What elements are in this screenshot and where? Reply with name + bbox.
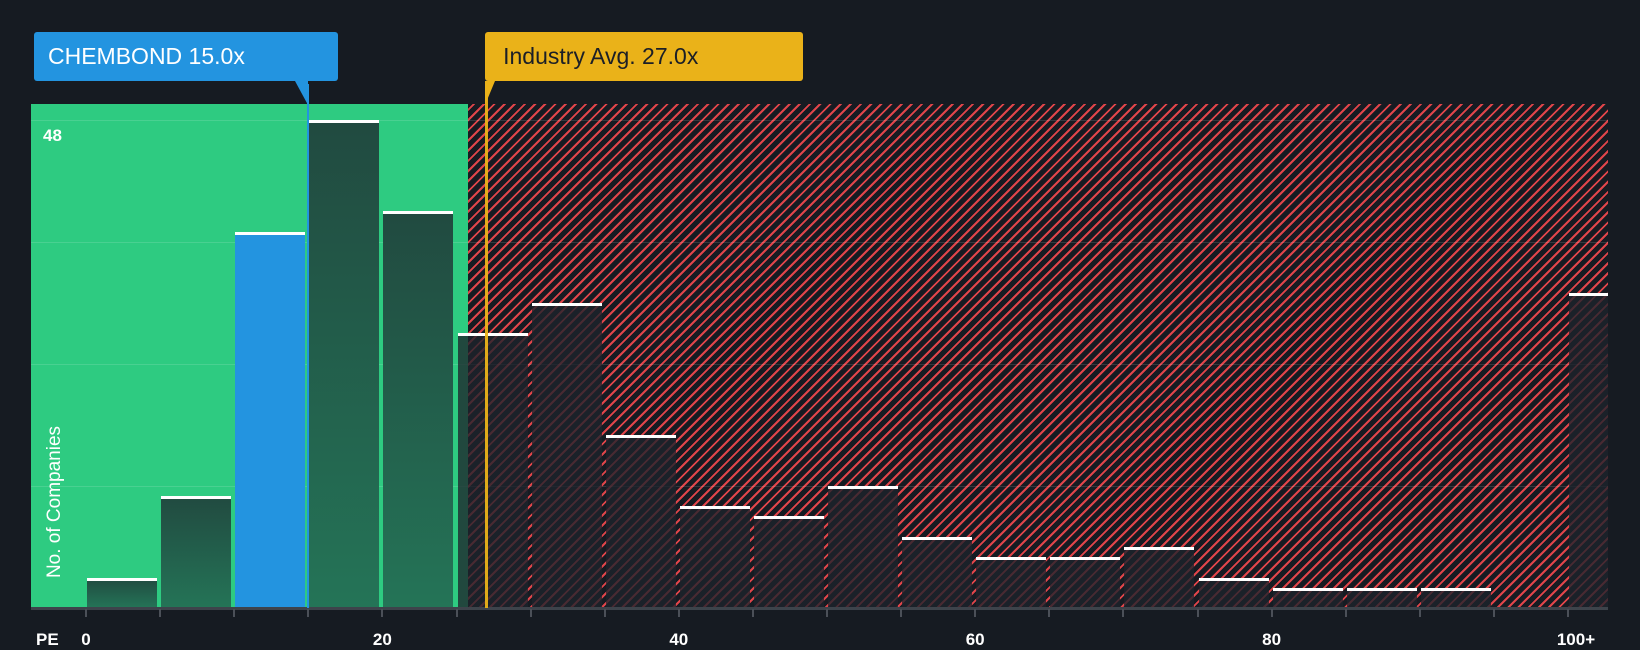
x-tick xyxy=(677,609,680,617)
histogram-bar[interactable] xyxy=(1569,292,1608,608)
histogram-bar[interactable] xyxy=(1272,587,1343,608)
x-tick xyxy=(455,609,458,617)
histogram-bar[interactable] xyxy=(1124,546,1195,608)
histogram-bar[interactable] xyxy=(161,496,232,608)
industry-callout-label: Industry Avg. 27.0x xyxy=(503,43,699,69)
x-tick xyxy=(159,609,162,617)
x-tick xyxy=(529,609,532,617)
x-tick-label: 100+ xyxy=(1556,630,1596,649)
x-tick-label: 80 xyxy=(1262,630,1282,649)
bar-cap xyxy=(1198,577,1269,581)
x-tick xyxy=(1567,609,1569,617)
histogram-bar[interactable] xyxy=(457,333,528,608)
company-callout-label: CHEMBOND 15.0x xyxy=(48,43,245,69)
bar-cap xyxy=(309,119,380,123)
y-axis-title: No. of Companies xyxy=(44,425,65,579)
bar-cap xyxy=(1272,587,1343,591)
bar-cap xyxy=(531,302,602,306)
bar-cap xyxy=(1124,546,1195,550)
bar-cap xyxy=(605,435,676,439)
bar-cap xyxy=(1420,587,1491,591)
company-pe-marker xyxy=(307,84,310,608)
x-tick xyxy=(307,609,310,617)
histogram-bar[interactable] xyxy=(679,506,750,608)
x-tick xyxy=(1418,609,1421,617)
histogram-bar[interactable] xyxy=(531,302,602,608)
histogram-bar[interactable] xyxy=(1198,577,1269,608)
bar-cap xyxy=(679,506,750,510)
plot-area xyxy=(31,104,1608,608)
x-tick xyxy=(751,609,754,617)
histogram-bar[interactable] xyxy=(1050,557,1121,608)
histogram-bar[interactable] xyxy=(753,516,824,608)
bar-cap xyxy=(1050,557,1121,561)
gridline xyxy=(31,485,1608,487)
histogram-bar[interactable] xyxy=(235,231,306,608)
bar-cap xyxy=(902,536,973,540)
x-tick xyxy=(85,609,87,617)
gridline xyxy=(31,363,1608,365)
x-tick xyxy=(381,609,384,617)
bar-cap xyxy=(753,516,824,520)
gridline xyxy=(31,241,1608,243)
x-axis-title: PE xyxy=(36,630,59,649)
bar-cap xyxy=(161,496,232,500)
industry-avg-marker xyxy=(485,84,489,608)
industry-avg-callout[interactable]: Industry Avg. 27.0x xyxy=(485,32,804,81)
x-tick xyxy=(233,609,236,617)
bar-cap xyxy=(976,557,1047,561)
histogram-bar[interactable] xyxy=(902,536,973,608)
x-tick xyxy=(1270,609,1273,617)
x-tick xyxy=(603,609,606,617)
x-tick xyxy=(1344,609,1347,617)
histogram-bar[interactable] xyxy=(605,435,676,608)
histogram-bar[interactable] xyxy=(383,211,454,608)
histogram-bar[interactable] xyxy=(1420,587,1491,608)
bar-cap xyxy=(383,211,454,215)
histogram-bar[interactable] xyxy=(976,557,1047,608)
histogram-bar[interactable] xyxy=(828,485,899,608)
bar-cap xyxy=(1346,587,1417,591)
x-axis-line xyxy=(31,607,1608,610)
x-tick xyxy=(974,609,977,617)
histogram-bar[interactable] xyxy=(309,119,380,608)
x-tick xyxy=(1492,609,1495,617)
x-tick xyxy=(1122,609,1125,617)
x-tick xyxy=(826,609,828,617)
overvalued-zone xyxy=(468,104,1608,608)
gridline xyxy=(31,119,1608,121)
x-tick xyxy=(1048,609,1051,617)
bar-cap xyxy=(828,485,899,489)
histogram-bar[interactable] xyxy=(87,577,158,608)
bar-cap xyxy=(235,231,306,235)
x-tick xyxy=(900,609,903,617)
x-tick-label: 60 xyxy=(965,630,985,649)
histogram-bar[interactable] xyxy=(1346,587,1417,608)
company-callout-pointer xyxy=(295,81,309,105)
x-tick-label: 0 xyxy=(81,630,91,649)
bar-cap xyxy=(87,577,158,581)
x-tick xyxy=(1196,609,1199,617)
bar-cap xyxy=(457,333,528,337)
industry-callout-pointer xyxy=(485,81,496,105)
bar-cap xyxy=(1569,292,1608,296)
company-callout[interactable]: CHEMBOND 15.0x xyxy=(34,32,338,81)
x-tick-label: 20 xyxy=(372,630,392,649)
x-tick-label: 40 xyxy=(669,630,689,649)
y-axis-max-label: 48 xyxy=(43,126,62,145)
